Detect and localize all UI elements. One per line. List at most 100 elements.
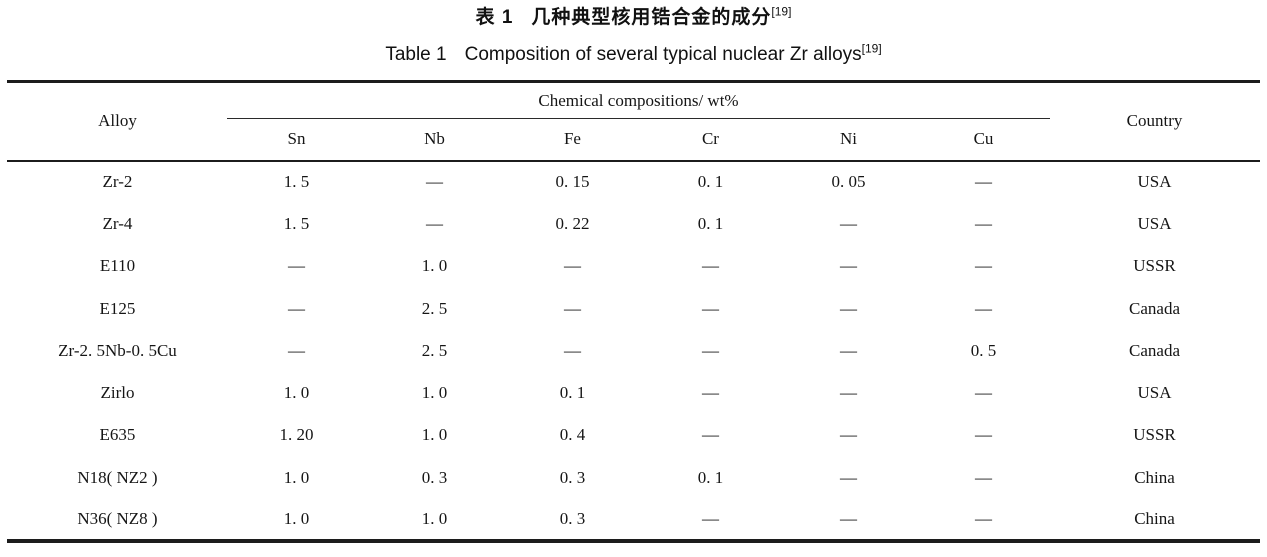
cell-country: Canada xyxy=(1129,298,1180,318)
cell-fe: — xyxy=(563,340,581,360)
cell-nb: 1. 0 xyxy=(421,383,448,403)
cell-cr: — xyxy=(701,383,719,403)
reference-superscript-en: [19] xyxy=(861,41,882,56)
cell-alloy: Zr-2. 5Nb-0. 5Cu xyxy=(58,340,177,360)
cell-ni: — xyxy=(839,256,857,276)
cell-cr: — xyxy=(701,425,719,445)
cell-sn: 1. 5 xyxy=(283,213,310,233)
table-title-chinese: 表 1 几种典型核用锆合金的成分[19] xyxy=(0,0,1267,31)
composition-table: Alloy Chemical compositions/ wt% Country… xyxy=(7,80,1260,544)
column-header-alloy: Alloy xyxy=(98,111,137,131)
cell-cr: 0. 1 xyxy=(697,213,724,233)
table-row: Zr-2 1. 5 — 0. 15 0. 1 0. 05 — USA xyxy=(7,161,1259,203)
cell-alloy: E110 xyxy=(99,256,136,276)
cell-cu: — xyxy=(974,467,992,487)
column-header-cr: Cr xyxy=(701,129,719,149)
cell-fe: 0. 3 xyxy=(559,467,586,487)
cell-ni: — xyxy=(839,213,857,233)
cell-alloy: E635 xyxy=(99,425,136,445)
column-header-ni: Ni xyxy=(839,129,857,149)
cell-cu: — xyxy=(974,256,992,276)
cell-cu: — xyxy=(974,425,992,445)
cell-nb: — xyxy=(425,213,443,233)
cell-sn: 1. 0 xyxy=(283,509,310,529)
cell-cr: — xyxy=(701,509,719,529)
cell-nb: 1. 0 xyxy=(421,425,448,445)
table-row: N18( NZ2 ) 1. 0 0. 3 0. 3 0. 1 — — China xyxy=(7,457,1259,499)
cell-country: China xyxy=(1134,509,1175,529)
cell-nb: 1. 0 xyxy=(421,509,448,529)
cell-ni: — xyxy=(839,467,857,487)
cell-alloy: N18( NZ2 ) xyxy=(77,467,158,487)
cell-sn: 1. 0 xyxy=(283,467,310,487)
cell-sn: 1. 0 xyxy=(283,383,310,403)
table-row: E125 — 2. 5 — — — — Canada xyxy=(7,287,1259,329)
column-header-country: Country xyxy=(1126,111,1183,131)
cell-nb: 2. 5 xyxy=(421,340,448,360)
cell-country: USA xyxy=(1137,383,1172,403)
table-number-en: Table 1 xyxy=(385,44,447,65)
table-row: Zr-4 1. 5 — 0. 22 0. 1 — — USA xyxy=(7,203,1259,245)
cell-cu: — xyxy=(974,509,992,529)
column-group-header-compositions: Chemical compositions/ wt% xyxy=(227,81,1050,119)
cell-cu: — xyxy=(974,213,992,233)
cell-nb: 1. 0 xyxy=(421,256,448,276)
cell-cu: — xyxy=(974,172,992,192)
cell-ni: — xyxy=(839,425,857,445)
cell-cu: — xyxy=(974,383,992,403)
cell-cr: — xyxy=(701,256,719,276)
cell-fe: — xyxy=(563,256,581,276)
cell-country: USA xyxy=(1137,213,1172,233)
table-row: N36( NZ8 ) 1. 0 1. 0 0. 3 — — — China xyxy=(7,499,1259,541)
cell-cr: 0. 1 xyxy=(697,467,724,487)
cell-country: USA xyxy=(1137,172,1172,192)
cell-alloy: E125 xyxy=(99,298,136,318)
column-header-fe: Fe xyxy=(563,129,581,149)
column-header-sn: Sn xyxy=(287,129,306,149)
table-header: Alloy Chemical compositions/ wt% Country… xyxy=(7,81,1260,161)
cell-cr: — xyxy=(701,298,719,318)
cell-country: USSR xyxy=(1133,256,1176,276)
cell-sn: — xyxy=(287,340,305,360)
cell-fe: 0. 22 xyxy=(555,213,590,233)
reference-superscript-zh: [19] xyxy=(771,4,792,19)
cell-sn: 1. 5 xyxy=(283,172,310,192)
table-row: E635 1. 20 1. 0 0. 4 — — — USSR xyxy=(7,414,1259,456)
cell-fe: 0. 15 xyxy=(555,172,590,192)
cell-alloy: Zirlo xyxy=(100,383,135,403)
cell-ni: — xyxy=(839,383,857,403)
cell-country: China xyxy=(1134,467,1175,487)
column-header-cu: Cu xyxy=(973,129,994,149)
cell-alloy: N36( NZ8 ) xyxy=(77,509,158,529)
cell-country: Canada xyxy=(1129,340,1180,360)
table-row: Zr-2. 5Nb-0. 5Cu — 2. 5 — — — 0. 5 Canad… xyxy=(7,330,1259,372)
cell-nb: 2. 5 xyxy=(421,298,448,318)
cell-fe: 0. 4 xyxy=(559,425,586,445)
cell-cr: — xyxy=(701,340,719,360)
cell-cr: 0. 1 xyxy=(697,172,724,192)
table-body: Zr-2 1. 5 — 0. 15 0. 1 0. 05 — USA Zr-4 … xyxy=(7,161,1259,542)
cell-sn: 1. 20 xyxy=(279,425,314,445)
cell-sn: — xyxy=(287,298,305,318)
cell-ni: — xyxy=(839,509,857,529)
table-caption-zh: 几种典型核用锆合金的成分 xyxy=(531,7,772,28)
table-row: E110 — 1. 0 — — — — USSR xyxy=(7,245,1259,287)
cell-cu: — xyxy=(974,298,992,318)
table-caption-en: Composition of several typical nuclear Z… xyxy=(464,44,862,65)
cell-nb: — xyxy=(425,172,443,192)
cell-fe: 0. 3 xyxy=(559,509,586,529)
column-header-nb: Nb xyxy=(424,129,445,149)
cell-sn: — xyxy=(287,256,305,276)
cell-ni: — xyxy=(839,340,857,360)
cell-fe: 0. 1 xyxy=(559,383,586,403)
table-row: Zirlo 1. 0 1. 0 0. 1 — — — USA xyxy=(7,372,1259,414)
cell-cu: 0. 5 xyxy=(970,340,997,360)
table-title-english: Table 1 Composition of several typical nu… xyxy=(0,42,1267,68)
cell-alloy: Zr-4 xyxy=(102,213,133,233)
cell-alloy: Zr-2 xyxy=(102,172,133,192)
cell-country: USSR xyxy=(1133,425,1176,445)
cell-ni: — xyxy=(839,298,857,318)
cell-nb: 0. 3 xyxy=(421,467,448,487)
cell-fe: — xyxy=(563,298,581,318)
